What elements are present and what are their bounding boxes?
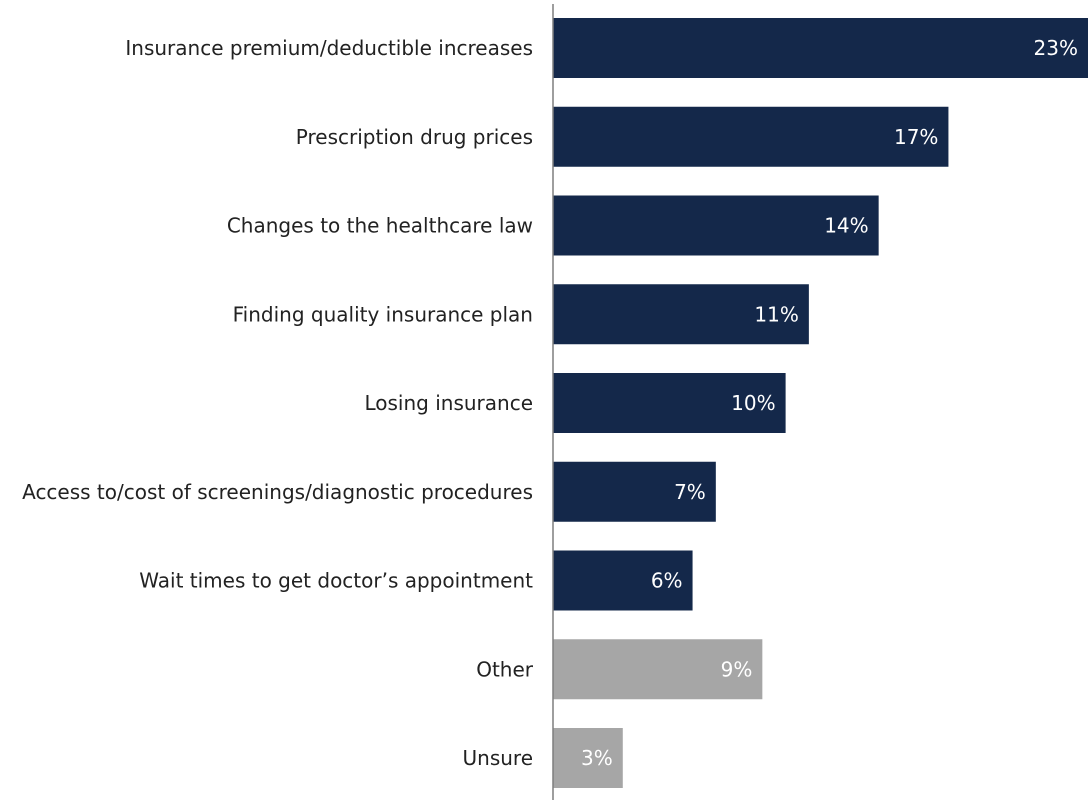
bar [553, 284, 809, 345]
data-label: 14% [824, 214, 868, 238]
category-label: Other [476, 657, 534, 681]
category-label: Insurance premium/deductible increases [125, 36, 533, 60]
value-labels-layer: 23% 17% 14% 11% 10% 7% 6% 9% 3% [581, 36, 1078, 770]
data-label: 9% [721, 657, 753, 681]
category-label: Losing insurance [364, 391, 533, 415]
data-label: 23% [1034, 36, 1078, 60]
data-label: 7% [674, 480, 706, 504]
bar [553, 461, 716, 522]
data-label: 3% [581, 746, 613, 770]
data-label: 10% [731, 391, 775, 415]
bar [553, 550, 693, 611]
category-label: Unsure [463, 746, 534, 770]
data-label: 17% [894, 125, 938, 149]
bar [553, 18, 1088, 78]
category-labels-layer: Insurance premium/deductible increases Pr… [22, 36, 534, 770]
category-label: Changes to the healthcare law [227, 214, 533, 238]
data-label: 6% [651, 569, 683, 593]
category-label: Wait times to get doctor’s appointment [139, 569, 533, 593]
bars-layer [553, 18, 1088, 788]
category-label: Finding quality insurance plan [233, 302, 533, 326]
category-label: Prescription drug prices [296, 125, 533, 149]
data-label: 11% [754, 302, 798, 326]
bar [553, 195, 879, 256]
bar [553, 106, 949, 167]
bar [553, 373, 786, 433]
category-label: Access to/cost of screenings/diagnostic … [22, 480, 533, 504]
bar [553, 728, 623, 788]
bar [553, 639, 763, 700]
